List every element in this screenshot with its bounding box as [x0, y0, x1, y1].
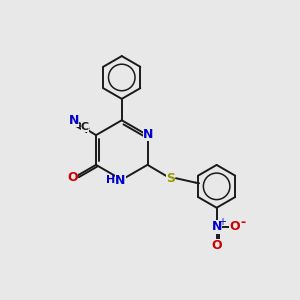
Text: -: -	[240, 216, 245, 229]
Text: N: N	[212, 220, 222, 233]
Text: N: N	[115, 174, 125, 187]
Text: O: O	[230, 220, 240, 233]
Text: H: H	[106, 175, 115, 185]
Text: S: S	[166, 172, 175, 185]
Text: N: N	[143, 128, 153, 141]
Text: C: C	[81, 122, 89, 132]
Text: +: +	[218, 217, 226, 227]
Text: O: O	[211, 239, 222, 252]
Text: N: N	[69, 114, 79, 127]
Text: O: O	[67, 171, 78, 184]
